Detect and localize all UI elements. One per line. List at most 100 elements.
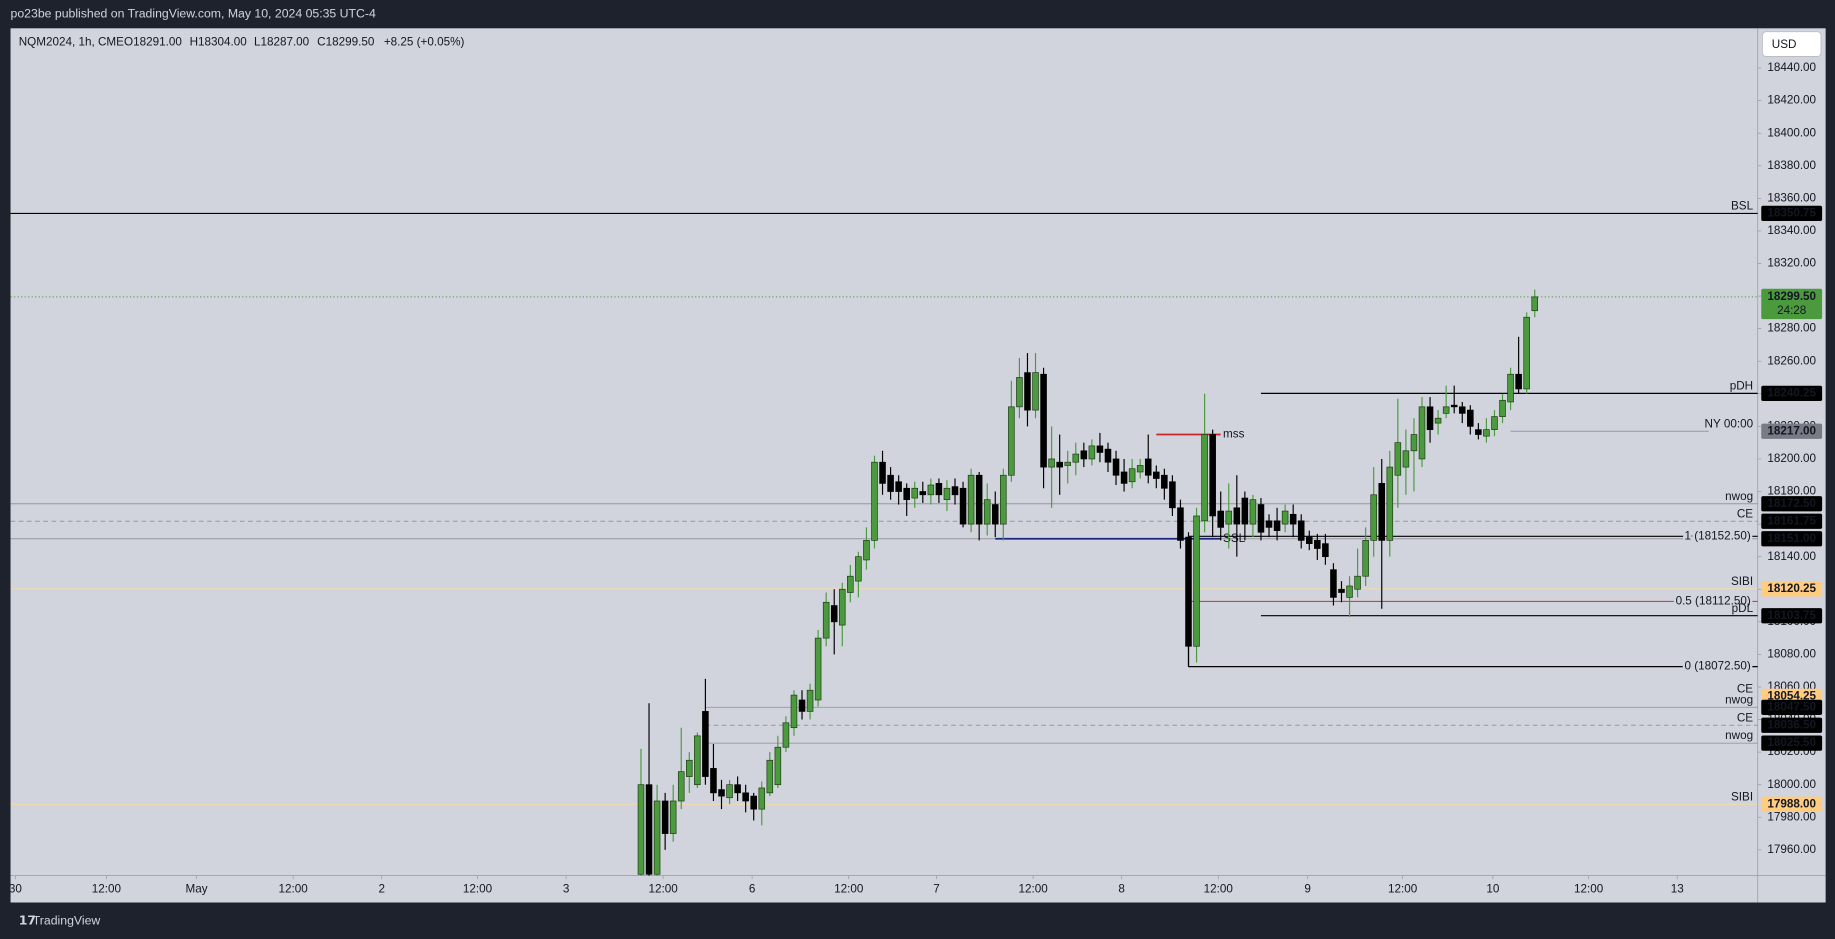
candle-body [959,487,967,525]
candle-body [1128,468,1136,483]
candle-body [1177,507,1184,541]
x-tick-label: 12:00 [279,883,309,896]
candle-body [1362,540,1369,577]
candle-body [1378,483,1386,541]
candle-body [718,789,725,797]
candle-body [637,784,645,875]
candle-body [798,699,806,712]
y-tick-label: 18320.00 [1767,257,1816,270]
candle-body [1475,429,1482,435]
price-badge-label: 18103.75 [1767,609,1816,622]
level-tag: nwog [1725,729,1753,742]
candle-body [1306,536,1313,544]
candle-body [822,601,830,639]
fib-label: 0.5 (18112.50) [1676,595,1751,608]
price-badge-label: 18025.50 [1767,736,1816,749]
chart-background [10,28,1826,903]
candle-body [1233,507,1241,525]
candle-body [1144,458,1152,476]
candle-body [983,499,991,525]
level-tag: nwog [1725,693,1753,706]
x-tick-label: 8 [1118,883,1125,896]
candle-body [1314,540,1321,549]
x-tick-label: 30 [9,883,23,896]
candle-body [1040,373,1047,468]
candle-body [863,540,870,561]
x-tick-label: 12:00 [1574,883,1604,896]
candle-body [1523,316,1530,390]
candle-body [839,588,846,626]
candle-body [1032,372,1039,411]
y-tick-label: 18280.00 [1767,322,1816,335]
candle-body [1289,513,1297,525]
price-badge-label: 18161.75 [1767,514,1816,527]
y-tick-label: 18140.00 [1767,550,1816,563]
candle-body [1434,417,1442,424]
candle-body [1281,510,1289,525]
candle-body [911,487,919,499]
brand: TradingView [33,913,101,927]
x-tick-label: 12:00 [649,883,679,896]
y-tick-label: 18080.00 [1767,647,1816,660]
x-tick-label: 12:00 [834,883,864,896]
candle-body [847,575,854,593]
candle-body [1056,461,1063,468]
currency-button[interactable] [1762,31,1822,57]
y-tick-label: 18380.00 [1767,159,1816,172]
level-tag: NY 00:00 [1705,417,1754,430]
candle-body [1112,458,1120,476]
segment-label: mss [1223,428,1245,441]
candle-body [1370,494,1377,541]
y-tick-label: 18340.00 [1767,224,1816,237]
price-badge [1761,496,1823,512]
price-badge [1761,796,1823,812]
x-tick-label: 2 [378,883,385,896]
candle-body [1024,372,1031,411]
candle-body [1265,520,1273,528]
candle-body [927,484,935,496]
candle-body [669,800,677,834]
price-badge-label: 18120.25 [1767,582,1816,595]
price-badge [1761,608,1823,624]
candle-body [814,637,822,701]
candle-body [758,787,766,810]
candle-body [1354,575,1361,590]
level-tag: CE [1737,507,1753,520]
legend-change: +8.25 (+0.05%) [384,35,465,48]
candle-body [677,771,685,802]
candle-body [645,784,653,875]
candle-body [1080,450,1088,460]
candle-body [919,491,927,496]
price-badge [1761,205,1823,222]
price-badge-label: 18151.00 [1767,532,1816,545]
x-axis: 30 12:00 May 12:00 2 12:00 3 12:00 6 12:00 7 12:00 8… [9,875,1684,896]
level-tag: nwog [1725,490,1753,503]
candle-body [742,792,749,802]
candle-body [1000,474,1007,525]
candle-body [710,768,717,794]
price-badge [1761,513,1823,529]
x-tick-label: 13 [1671,883,1684,896]
level-tag: pDH [1730,379,1753,392]
candle-body [1402,450,1410,468]
price-badge [1761,385,1823,401]
currency[interactable]: USD [1772,38,1797,51]
price-badge [1761,531,1823,547]
candle-body [1330,569,1337,598]
y-tick-label: 17980.00 [1767,810,1816,823]
candle-body [1217,510,1224,528]
candle-body [1467,409,1474,427]
x-tick-label: 3 [563,883,570,896]
candle-body [1241,497,1249,525]
y-tick-label: 18360.00 [1767,191,1816,204]
candle-body [1064,461,1072,466]
price-badge-label: 18240.25 [1767,386,1816,399]
x-tick-label: 12:00 [1388,883,1418,896]
y-tick-label: 18420.00 [1767,94,1816,107]
candle-body [943,487,951,501]
countdown: 24:28 [1777,304,1806,317]
y-tick-label: 18260.00 [1767,354,1816,367]
candle-body [1201,434,1208,522]
